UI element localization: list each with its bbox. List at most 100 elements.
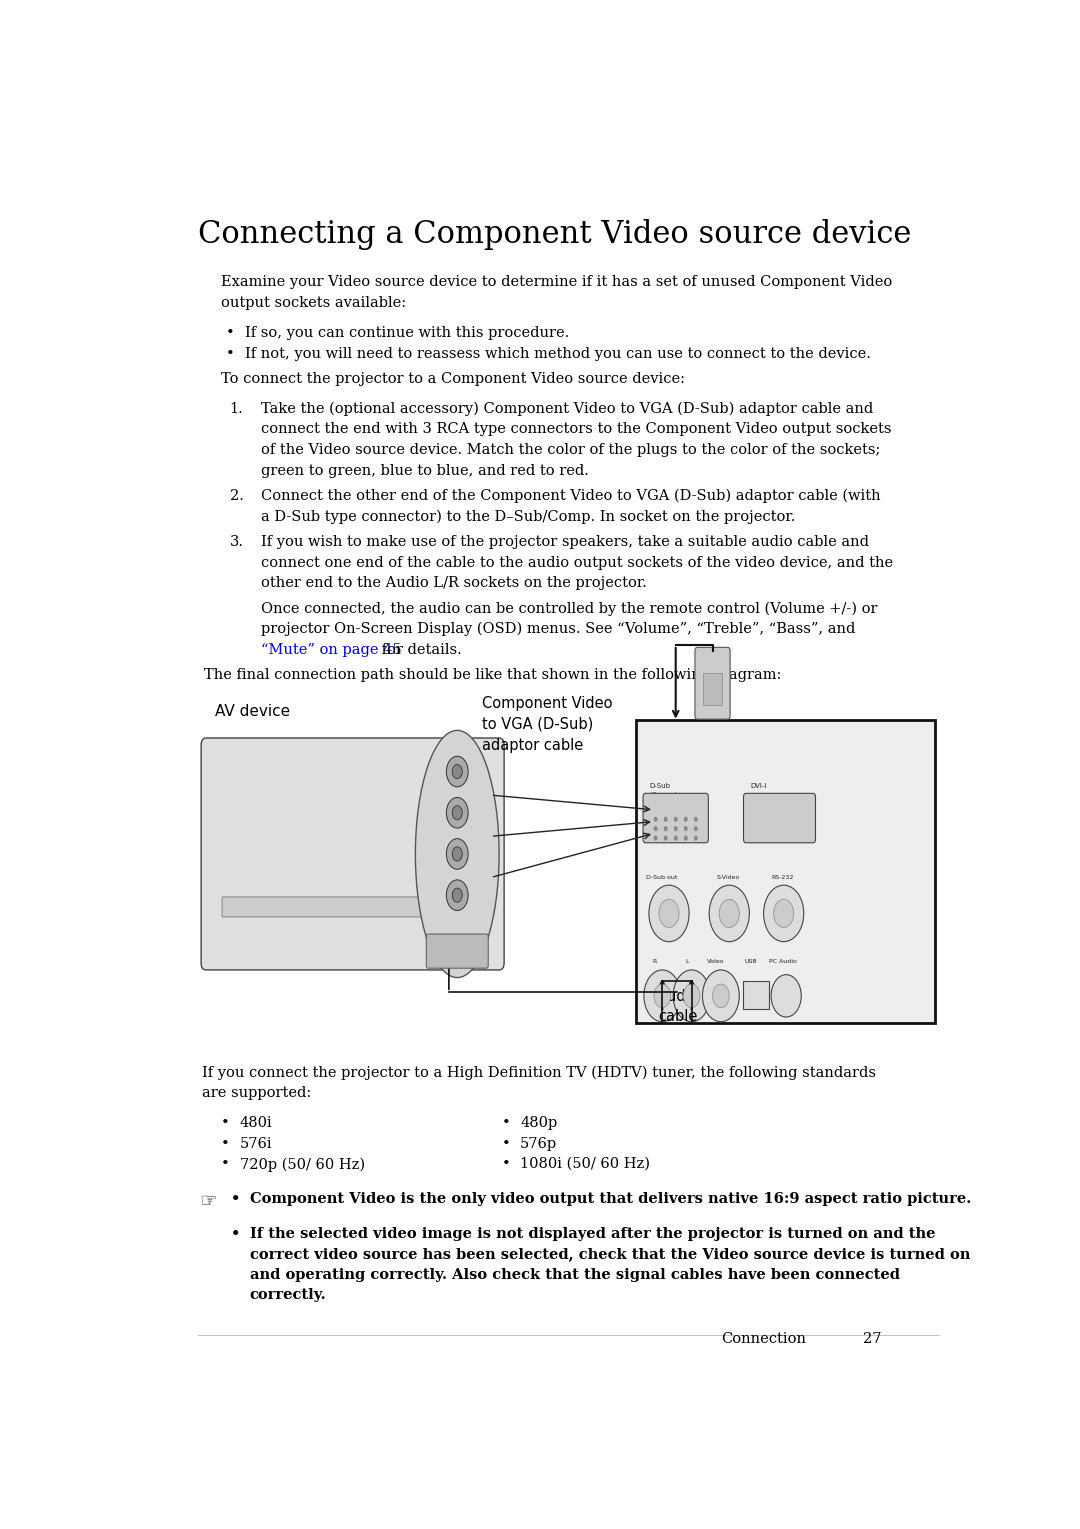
Text: Connect the other end of the Component Video to VGA (D-Sub) adaptor cable (with: Connect the other end of the Component V… [261, 489, 881, 503]
Circle shape [453, 847, 462, 861]
Circle shape [654, 985, 671, 1008]
Text: If so, you can continue with this procedure.: If so, you can continue with this proced… [245, 326, 569, 339]
Text: Examine your Video source device to determine if it has a set of unused Componen: Examine your Video source device to dete… [221, 275, 892, 289]
Text: 3.: 3. [230, 535, 244, 549]
FancyBboxPatch shape [222, 898, 467, 917]
Circle shape [446, 839, 468, 870]
Circle shape [649, 885, 689, 942]
Circle shape [694, 816, 698, 821]
Circle shape [694, 826, 698, 830]
Circle shape [674, 836, 677, 841]
Text: projector On-Screen Display (OSD) menus. See “Volume”, “Treble”, “Bass”, and: projector On-Screen Display (OSD) menus.… [261, 622, 855, 636]
Text: 27: 27 [863, 1332, 881, 1346]
Text: •: • [501, 1136, 511, 1150]
Text: green to green, blue to blue, and red to red.: green to green, blue to blue, and red to… [261, 463, 590, 477]
Circle shape [702, 969, 740, 1021]
Circle shape [664, 816, 667, 821]
Text: other end to the Audio L/R sockets on the projector.: other end to the Audio L/R sockets on th… [261, 576, 647, 590]
Text: USB: USB [744, 959, 757, 965]
Text: RS-232: RS-232 [771, 875, 794, 879]
Circle shape [644, 969, 680, 1021]
Circle shape [684, 826, 687, 830]
Circle shape [659, 899, 679, 928]
Circle shape [771, 974, 801, 1017]
Circle shape [713, 985, 729, 1008]
Circle shape [453, 764, 462, 778]
Text: 1080i (50/ 60 Hz): 1080i (50/ 60 Hz) [521, 1157, 650, 1171]
Text: 720p (50/ 60 Hz): 720p (50/ 60 Hz) [240, 1157, 365, 1171]
Circle shape [664, 826, 667, 830]
Circle shape [674, 826, 677, 830]
FancyBboxPatch shape [743, 794, 815, 842]
FancyBboxPatch shape [427, 934, 488, 968]
Text: S-Video: S-Video [717, 875, 740, 879]
Text: for details.: for details. [377, 642, 461, 656]
Circle shape [773, 899, 794, 928]
Text: •: • [221, 1157, 230, 1171]
Circle shape [453, 806, 462, 820]
Text: and operating correctly. Also check that the signal cables have been connected: and operating correctly. Also check that… [249, 1268, 900, 1281]
Text: •: • [501, 1116, 511, 1130]
Circle shape [664, 836, 667, 841]
Text: 1.: 1. [230, 402, 243, 416]
Text: correctly.: correctly. [249, 1289, 326, 1303]
Text: If not, you will need to reassess which method you can use to connect to the dev: If not, you will need to reassess which … [245, 347, 870, 361]
Circle shape [673, 969, 710, 1021]
FancyBboxPatch shape [694, 647, 730, 719]
Text: /Comp. In: /Comp. In [650, 792, 680, 797]
Circle shape [710, 885, 750, 942]
Text: ☞: ☞ [200, 1193, 217, 1211]
Text: •: • [226, 326, 234, 339]
Circle shape [446, 757, 468, 787]
Ellipse shape [416, 731, 499, 977]
Circle shape [684, 836, 687, 841]
Text: of the Video source device. Match the color of the plugs to the color of the soc: of the Video source device. Match the co… [261, 443, 881, 457]
Text: “Mute” on page 45: “Mute” on page 45 [261, 642, 402, 656]
Text: If the selected video image is not displayed after the projector is turned on an: If the selected video image is not displ… [249, 1226, 935, 1240]
Text: correct video source has been selected, check that the Video source device is tu: correct video source has been selected, … [249, 1248, 970, 1261]
Text: Video: Video [706, 959, 725, 965]
Text: AV device: AV device [215, 703, 289, 719]
Text: L: L [685, 959, 688, 965]
Text: Connecting a Component Video source device: Connecting a Component Video source devi… [198, 219, 912, 249]
Text: R: R [652, 959, 657, 965]
Text: •: • [231, 1226, 241, 1240]
FancyBboxPatch shape [743, 980, 769, 1009]
Circle shape [674, 816, 677, 821]
Text: are supported:: are supported: [202, 1086, 311, 1099]
FancyBboxPatch shape [201, 739, 504, 969]
Text: PC Audio: PC Audio [769, 959, 797, 965]
Text: 2.: 2. [230, 489, 243, 503]
Circle shape [446, 798, 468, 829]
Text: Audio
cable: Audio cable [658, 989, 700, 1024]
FancyBboxPatch shape [636, 720, 935, 1023]
Text: 480p: 480p [521, 1116, 557, 1130]
Text: •: • [231, 1193, 241, 1206]
Text: 576p: 576p [521, 1136, 557, 1150]
Text: Take the (optional accessory) Component Video to VGA (D-Sub) adaptor cable and: Take the (optional accessory) Component … [261, 402, 874, 416]
Text: a D-Sub type connector) to the D–Sub/Comp. In socket on the projector.: a D-Sub type connector) to the D–Sub/Com… [261, 509, 796, 524]
Circle shape [684, 985, 700, 1008]
FancyBboxPatch shape [703, 673, 721, 705]
Circle shape [654, 826, 658, 830]
Text: output sockets available:: output sockets available: [221, 297, 406, 310]
Text: Connection: Connection [721, 1332, 806, 1346]
Text: The final connection path should be like that shown in the following diagram:: The final connection path should be like… [204, 668, 782, 682]
Text: D-Sub: D-Sub [650, 783, 671, 789]
Text: connect one end of the cable to the audio output sockets of the video device, an: connect one end of the cable to the audi… [261, 555, 893, 569]
Circle shape [453, 888, 462, 902]
Circle shape [684, 816, 687, 821]
Text: To connect the projector to a Component Video source device:: To connect the projector to a Component … [221, 372, 685, 385]
FancyBboxPatch shape [643, 794, 708, 842]
Text: 576i: 576i [240, 1136, 272, 1150]
Text: Component Video is the only video output that delivers native 16:9 aspect ratio : Component Video is the only video output… [249, 1193, 971, 1206]
Text: Component Video
to VGA (D-Sub)
adaptor cable: Component Video to VGA (D-Sub) adaptor c… [483, 696, 612, 752]
Circle shape [654, 836, 658, 841]
Text: DVI-I: DVI-I [751, 783, 767, 789]
Text: •: • [501, 1157, 511, 1171]
Text: •: • [221, 1136, 230, 1150]
Text: If you wish to make use of the projector speakers, take a suitable audio cable a: If you wish to make use of the projector… [261, 535, 869, 549]
Circle shape [719, 899, 740, 928]
Circle shape [764, 885, 804, 942]
Text: If you connect the projector to a High Definition TV (HDTV) tuner, the following: If you connect the projector to a High D… [202, 1066, 876, 1079]
